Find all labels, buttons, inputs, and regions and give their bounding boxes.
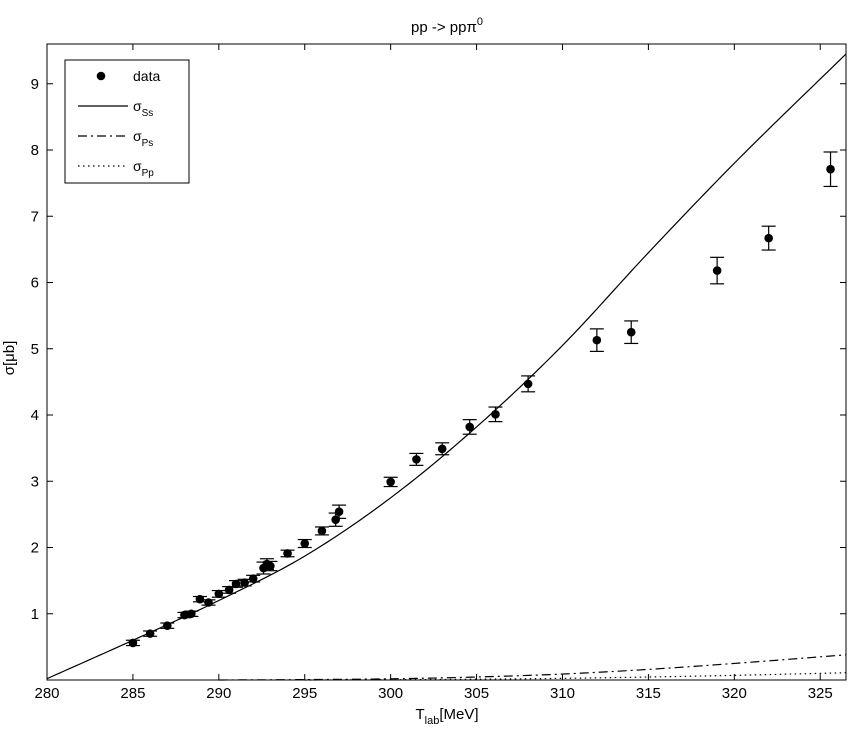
curve-solid bbox=[46, 53, 847, 680]
x-tick-label: 320 bbox=[722, 685, 747, 702]
x-tick-label: 315 bbox=[636, 685, 661, 702]
legend-box bbox=[64, 59, 190, 184]
y-tick-label: 7 bbox=[31, 208, 39, 225]
data-point bbox=[437, 444, 447, 454]
data-point bbox=[283, 549, 292, 558]
y-tick-label: 1 bbox=[31, 606, 39, 623]
data-point bbox=[331, 515, 340, 524]
x-tick-label: 290 bbox=[206, 685, 231, 702]
data-point bbox=[214, 589, 224, 599]
data-point bbox=[491, 410, 500, 419]
data-point bbox=[128, 638, 138, 648]
y-tick-label: 3 bbox=[31, 473, 39, 490]
data-point bbox=[712, 266, 722, 275]
data-point bbox=[412, 455, 421, 464]
data-point bbox=[231, 579, 241, 589]
data-point bbox=[523, 379, 533, 389]
data-point bbox=[764, 233, 773, 243]
data-point bbox=[187, 609, 196, 619]
y-tick-label: 4 bbox=[31, 407, 39, 424]
x-axis-label: Tlab[MeV] bbox=[415, 706, 478, 727]
data-point bbox=[300, 539, 310, 548]
data-point bbox=[826, 164, 835, 174]
plot-frame bbox=[46, 43, 847, 681]
legend-label: σPp bbox=[133, 158, 154, 179]
data-points bbox=[125, 151, 838, 648]
x-tick-label: 310 bbox=[550, 685, 575, 702]
curve-dashdot bbox=[218, 654, 847, 681]
legend-label: σPs bbox=[133, 128, 153, 149]
y-tick-label: 5 bbox=[31, 341, 39, 358]
y-axis: 1 2 3 4 5 6 7 8 9 bbox=[31, 76, 846, 623]
y-tick-label: 6 bbox=[31, 275, 39, 292]
data-point bbox=[626, 327, 636, 337]
x-tick-label: 280 bbox=[34, 685, 59, 702]
x-axis: 280 285 290 295 300 305 310 315 320 325 bbox=[34, 44, 833, 702]
y-axis-label: σ[μb] bbox=[1, 341, 18, 376]
data-point bbox=[334, 507, 344, 517]
chart-title: pp -> ppπ0 bbox=[411, 16, 483, 36]
legend-label: data bbox=[133, 68, 160, 84]
x-tick-label: 305 bbox=[464, 685, 489, 702]
y-tick-label: 9 bbox=[31, 76, 39, 93]
data-point bbox=[386, 477, 395, 487]
data-point bbox=[195, 594, 205, 604]
x-tick-label: 285 bbox=[120, 685, 145, 702]
data-point bbox=[240, 578, 249, 587]
legend-marker bbox=[96, 71, 106, 81]
data-point bbox=[266, 561, 275, 571]
data-point bbox=[592, 335, 602, 345]
data-point bbox=[180, 610, 189, 620]
y-tick-label: 2 bbox=[31, 540, 39, 557]
data-point bbox=[465, 422, 474, 432]
data-point bbox=[248, 574, 258, 583]
legend: data σSs σPs σPp bbox=[64, 59, 190, 184]
y-tick-label: 8 bbox=[31, 142, 39, 159]
x-tick-label: 295 bbox=[292, 685, 317, 702]
legend-label: σSs bbox=[133, 98, 153, 119]
data-point bbox=[317, 526, 327, 536]
data-point bbox=[145, 629, 155, 638]
x-tick-label: 325 bbox=[808, 685, 833, 702]
data-point bbox=[162, 621, 172, 630]
x-tick-label: 300 bbox=[378, 685, 403, 702]
data-point bbox=[204, 598, 213, 607]
